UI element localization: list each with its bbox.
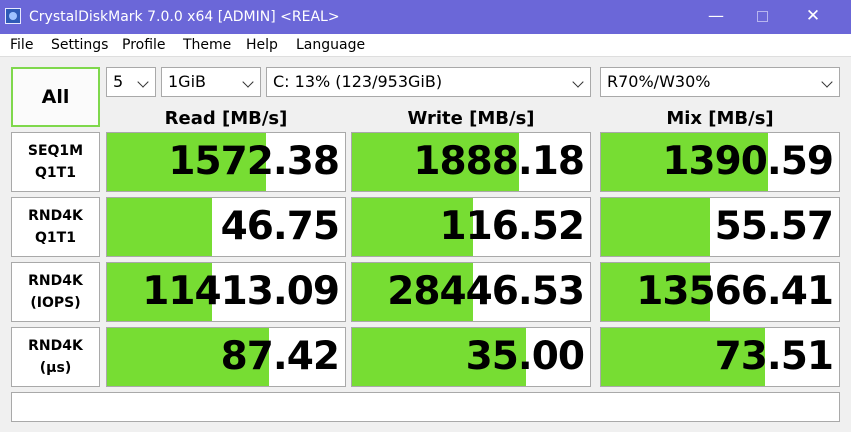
result-cell-mix: 55.57	[600, 197, 840, 257]
app-icon	[5, 8, 21, 24]
result-bar	[352, 198, 474, 256]
chevron-down-icon	[572, 76, 584, 88]
test-size-value: 1GiB	[168, 72, 206, 91]
result-bar	[601, 328, 766, 386]
test-count-select[interactable]: 5	[106, 67, 156, 97]
result-value: 11413.09	[142, 269, 340, 314]
result-value: 55.57	[714, 204, 834, 249]
row-label-line2: Q1T1	[35, 230, 76, 246]
test-rnd4k-q1t1-button[interactable]: RND4K Q1T1	[11, 197, 100, 257]
result-cell-mix: 13566.41	[600, 262, 840, 322]
result-cell-write: 1888.18	[351, 132, 591, 192]
menu-file[interactable]: File	[10, 37, 34, 53]
result-bar	[601, 198, 711, 256]
drive-select[interactable]: C: 13% (123/953GiB)	[266, 67, 591, 97]
menu-language[interactable]: Language	[296, 37, 366, 53]
mix-column-header: Mix [MB/s]	[666, 108, 774, 129]
result-cell-write: 28446.53	[351, 262, 591, 322]
title-bar: CrystalDiskMark 7.0.0 x64 [ADMIN] <REAL>…	[0, 0, 851, 34]
result-value: 1390.59	[662, 139, 834, 184]
result-value: 1888.18	[413, 139, 585, 184]
result-bar	[352, 133, 519, 191]
row-label-line1: SEQ1M	[27, 143, 84, 159]
mix-ratio-value: R70%/W30%	[607, 72, 711, 91]
result-value: 87.42	[220, 334, 340, 379]
result-value: 28446.53	[387, 269, 585, 314]
maximize-button[interactable]	[739, 0, 785, 34]
menu-help[interactable]: Help	[246, 37, 278, 53]
result-cell-read: 46.75	[106, 197, 346, 257]
chevron-down-icon	[821, 76, 833, 88]
result-cell-read: 11413.09	[106, 262, 346, 322]
result-value: 46.75	[220, 204, 340, 249]
test-seq1m-q1t1-button[interactable]: SEQ1M Q1T1	[11, 132, 100, 192]
result-cell-read: 87.42	[106, 327, 346, 387]
chevron-down-icon	[242, 76, 254, 88]
menu-settings[interactable]: Settings	[51, 37, 109, 53]
minimize-button[interactable]: —	[708, 6, 724, 25]
result-cell-write: 35.00	[351, 327, 591, 387]
row-label-line2: (µs)	[39, 360, 72, 376]
result-bar	[107, 263, 212, 321]
result-bar	[352, 328, 526, 386]
maximize-icon	[756, 11, 768, 22]
menu-theme[interactable]: Theme	[183, 37, 232, 53]
close-button[interactable]: ✕	[805, 6, 821, 26]
result-bar	[107, 133, 267, 191]
result-value: 73.51	[714, 334, 834, 379]
all-button[interactable]: All	[11, 67, 100, 127]
result-bar	[107, 198, 212, 256]
result-cell-mix: 1390.59	[600, 132, 840, 192]
chevron-down-icon	[137, 76, 149, 88]
result-value: 13566.41	[636, 269, 834, 314]
test-count-value: 5	[113, 72, 124, 91]
mix-ratio-select[interactable]: R70%/W30%	[600, 67, 840, 97]
test-size-select[interactable]: 1GiB	[161, 67, 261, 97]
result-cell-write: 116.52	[351, 197, 591, 257]
result-bar	[601, 263, 711, 321]
result-bar	[352, 263, 474, 321]
result-bar	[107, 328, 269, 386]
read-column-header: Read [MB/s]	[164, 108, 288, 129]
window-title: CrystalDiskMark 7.0.0 x64 [ADMIN] <REAL>	[29, 9, 340, 25]
status-bar	[11, 392, 840, 422]
result-cell-mix: 73.51	[600, 327, 840, 387]
test-rnd4k-latency-button[interactable]: RND4K (µs)	[11, 327, 100, 387]
menu-profile[interactable]: Profile	[122, 37, 166, 53]
menu-bar: File Settings Profile Theme Help Languag…	[0, 34, 851, 57]
test-rnd4k-iops-button[interactable]: RND4K (IOPS)	[11, 262, 100, 322]
result-value: 35.00	[465, 334, 585, 379]
result-bar	[601, 133, 768, 191]
result-cell-read: 1572.38	[106, 132, 346, 192]
drive-value: C: 13% (123/953GiB)	[273, 72, 443, 91]
row-label-line1: RND4K	[28, 273, 83, 289]
write-column-header: Write [MB/s]	[407, 108, 535, 129]
row-label-line2: (IOPS)	[30, 295, 81, 311]
row-label-line2: Q1T1	[35, 165, 76, 181]
result-value: 1572.38	[168, 139, 340, 184]
row-label-line1: RND4K	[28, 338, 83, 354]
result-value: 116.52	[439, 204, 585, 249]
row-label-line1: RND4K	[28, 208, 83, 224]
